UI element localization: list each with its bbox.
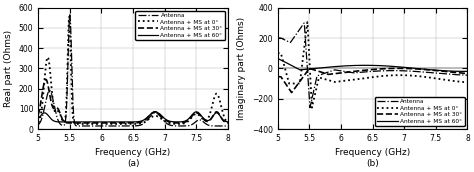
Y-axis label: Imaginary part (Ohms): Imaginary part (Ohms) xyxy=(237,17,246,120)
Antenna + MS at 60° xyxy=(80,121,86,123)
Antenna + MS at 0° xyxy=(66,16,72,18)
Antenna + MS at 0° xyxy=(275,52,281,54)
X-axis label: Frequency (GHz)
(b): Frequency (GHz) (b) xyxy=(335,148,410,168)
Antenna + MS at 30° xyxy=(112,122,118,124)
Antenna + MS at 30° xyxy=(166,121,172,123)
Antenna + MS at 60° xyxy=(152,111,158,113)
Line: Antenna + MS at 30°: Antenna + MS at 30° xyxy=(278,68,467,93)
Antenna + MS at 30° xyxy=(359,69,365,72)
Antenna + MS at 60° xyxy=(294,67,300,69)
Antenna + MS at 0° xyxy=(166,122,172,124)
Antenna + MS at 60° xyxy=(184,119,190,121)
Antenna + MS at 0° xyxy=(55,110,60,112)
Antenna xyxy=(225,125,231,127)
Antenna + MS at 30° xyxy=(43,78,49,80)
Antenna + MS at 0° xyxy=(406,74,411,76)
Antenna xyxy=(55,118,60,120)
Antenna xyxy=(406,70,411,72)
Antenna + MS at 60° xyxy=(225,121,231,123)
Antenna + MS at 60° xyxy=(358,64,364,66)
Antenna + MS at 0° xyxy=(309,107,315,109)
Antenna + MS at 30° xyxy=(396,67,401,69)
Antenna + MS at 30° xyxy=(423,69,429,71)
Antenna xyxy=(423,71,429,73)
Antenna + MS at 60° xyxy=(352,64,357,67)
Antenna + MS at 0° xyxy=(225,122,231,124)
Line: Antenna: Antenna xyxy=(38,15,228,126)
Antenna + MS at 30° xyxy=(275,76,281,78)
Line: Antenna + MS at 0°: Antenna + MS at 0° xyxy=(38,17,228,124)
Antenna + MS at 30° xyxy=(289,92,294,94)
Line: Antenna + MS at 60°: Antenna + MS at 60° xyxy=(278,58,467,71)
Antenna + MS at 60° xyxy=(426,69,432,71)
Antenna + MS at 30° xyxy=(225,122,231,124)
Antenna + MS at 30° xyxy=(36,114,41,116)
Antenna xyxy=(307,107,313,109)
Antenna + MS at 60° xyxy=(112,121,118,123)
Antenna + MS at 60° xyxy=(166,120,172,122)
Antenna + MS at 30° xyxy=(184,120,190,122)
Antenna xyxy=(112,125,118,127)
Antenna + MS at 0° xyxy=(81,123,86,125)
Antenna xyxy=(352,72,358,74)
Antenna xyxy=(427,72,432,74)
Antenna + MS at 60° xyxy=(36,118,41,120)
Legend: Antenna, Antenna + MS at 0°, Antenna + MS at 30°, Antenna + MS at 60°: Antenna, Antenna + MS at 0°, Antenna + M… xyxy=(136,11,225,40)
Antenna xyxy=(36,124,41,126)
Line: Antenna + MS at 30°: Antenna + MS at 30° xyxy=(38,79,228,123)
Antenna + MS at 0° xyxy=(427,77,432,79)
Antenna + MS at 30° xyxy=(55,107,61,109)
Antenna xyxy=(465,74,470,76)
Line: Antenna + MS at 0°: Antenna + MS at 0° xyxy=(278,22,467,108)
Antenna + MS at 60° xyxy=(119,121,125,123)
Antenna + MS at 30° xyxy=(294,84,300,86)
Antenna + MS at 30° xyxy=(352,70,357,72)
Antenna + MS at 60° xyxy=(423,68,428,70)
Antenna + MS at 60° xyxy=(187,116,193,118)
Antenna xyxy=(187,124,193,126)
Antenna + MS at 0° xyxy=(187,118,193,120)
Antenna xyxy=(275,37,281,39)
Antenna + MS at 0° xyxy=(294,83,300,85)
Antenna + MS at 0° xyxy=(304,21,310,23)
Antenna + MS at 0° xyxy=(36,121,41,123)
Antenna + MS at 0° xyxy=(112,123,118,125)
Antenna + MS at 30° xyxy=(406,67,411,69)
Y-axis label: Real part (Ohms): Real part (Ohms) xyxy=(4,30,13,107)
Antenna + MS at 30° xyxy=(187,117,193,119)
Antenna + MS at 30° xyxy=(427,69,432,71)
Antenna xyxy=(86,125,92,127)
Antenna + MS at 60° xyxy=(462,70,467,72)
Antenna + MS at 0° xyxy=(119,123,125,125)
Antenna xyxy=(359,71,365,73)
Antenna + MS at 60° xyxy=(405,67,411,69)
Antenna xyxy=(119,125,125,127)
Antenna + MS at 0° xyxy=(423,76,429,78)
Antenna + MS at 0° xyxy=(352,79,358,81)
Legend: Antenna, Antenna + MS at 0°, Antenna + MS at 30°, Antenna + MS at 60°: Antenna, Antenna + MS at 0°, Antenna + M… xyxy=(375,97,465,126)
Antenna + MS at 60° xyxy=(275,57,281,60)
Antenna + MS at 60° xyxy=(465,70,470,72)
X-axis label: Frequency (GHz)
(a): Frequency (GHz) (a) xyxy=(95,148,171,168)
Antenna xyxy=(184,125,190,127)
Antenna + MS at 30° xyxy=(82,122,88,124)
Line: Antenna + MS at 60°: Antenna + MS at 60° xyxy=(38,112,228,122)
Antenna xyxy=(166,124,172,126)
Antenna xyxy=(67,14,73,16)
Antenna + MS at 60° xyxy=(55,121,60,123)
Antenna xyxy=(301,22,307,24)
Antenna + MS at 30° xyxy=(465,73,470,75)
Line: Antenna: Antenna xyxy=(278,23,467,108)
Antenna + MS at 0° xyxy=(465,81,470,83)
Antenna + MS at 30° xyxy=(119,122,125,124)
Antenna + MS at 0° xyxy=(184,121,190,123)
Antenna + MS at 0° xyxy=(359,78,365,80)
Antenna xyxy=(294,32,300,34)
